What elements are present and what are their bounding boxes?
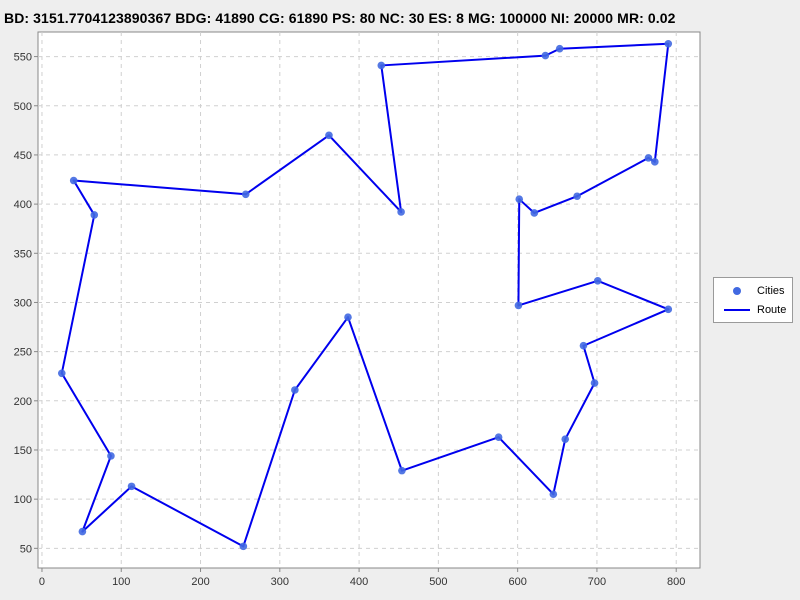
- city-point: [239, 542, 248, 551]
- axes: 0 100 200 300 400 500 600 700 800 50 100 150 200 250 3…: [14, 52, 686, 588]
- city-point: [377, 61, 386, 70]
- route-segment: [293, 316, 349, 391]
- city-point: [494, 433, 503, 441]
- y-tick-label: 550: [14, 52, 32, 64]
- legend-label-route: Route: [757, 304, 787, 316]
- legend-item-cities: Cities: [714, 282, 792, 300]
- cities-marker-icon: [722, 282, 752, 300]
- legend-item-route: Route: [714, 301, 792, 319]
- y-tick-label: 400: [14, 199, 32, 211]
- x-tick-label: 300: [271, 576, 289, 588]
- y-tick-label: 200: [14, 396, 32, 408]
- city-point: [664, 305, 673, 314]
- x-tick-label: 700: [588, 576, 606, 588]
- city-point: [344, 313, 352, 322]
- plot-area: [37, 31, 701, 569]
- city-point: [291, 386, 299, 394]
- city-point: [398, 466, 406, 475]
- city-point: [90, 211, 99, 219]
- route-segment: [327, 134, 403, 213]
- route-segment: [72, 179, 247, 196]
- route-segment: [653, 42, 670, 163]
- route-segment: [380, 64, 403, 213]
- city-point: [397, 208, 405, 216]
- y-tick-label: 100: [14, 494, 32, 506]
- city-point: [549, 490, 558, 499]
- route-segment: [242, 388, 296, 548]
- y-tick-label: 250: [14, 347, 32, 359]
- route-segment: [497, 436, 555, 496]
- route-segment: [582, 308, 670, 347]
- y-tick-label: 500: [14, 101, 32, 113]
- city-point: [514, 301, 523, 310]
- route-segment: [81, 454, 112, 533]
- x-tick-label: 200: [191, 576, 209, 588]
- route-segment: [564, 382, 596, 441]
- city-point: [593, 277, 602, 285]
- route-line-icon: [722, 301, 752, 319]
- city-point: [515, 195, 524, 203]
- route-segment: [130, 485, 245, 548]
- route-segment: [533, 195, 579, 214]
- x-tick-label: 600: [508, 576, 526, 588]
- route-segment: [60, 213, 96, 375]
- y-tick-label: 150: [14, 445, 32, 457]
- city-point: [555, 44, 564, 53]
- route-segment: [60, 372, 112, 457]
- city-point: [651, 158, 659, 166]
- route-segment: [582, 344, 596, 385]
- legend: Cities Route: [713, 277, 793, 323]
- x-tick-label: 0: [39, 576, 45, 588]
- route-segment: [558, 42, 670, 50]
- legend-label-cities: Cities: [757, 285, 785, 297]
- route-segment: [552, 438, 567, 496]
- x-tick-label: 100: [112, 576, 130, 588]
- grid-lines: [38, 32, 700, 568]
- city-point: [241, 190, 250, 199]
- city-point: [664, 40, 673, 48]
- route-segment: [244, 134, 330, 196]
- y-tick-label: 300: [14, 297, 32, 309]
- city-point: [561, 435, 570, 443]
- city-point: [644, 154, 653, 162]
- city-point: [69, 176, 78, 185]
- city-point: [579, 341, 588, 350]
- city-point: [107, 452, 115, 460]
- city-point: [57, 369, 66, 378]
- route-segment: [380, 54, 547, 67]
- x-tick-label: 500: [429, 576, 447, 588]
- chart-title: BD: 3151.7704123890367 BDG: 41890 CG: 61…: [4, 10, 676, 26]
- route-segment: [576, 156, 650, 198]
- route-segment: [517, 198, 521, 307]
- route-segment: [72, 179, 96, 216]
- y-tick-label: 50: [20, 543, 32, 555]
- city-point: [78, 527, 87, 536]
- route-segment: [346, 316, 403, 472]
- route-segment: [400, 436, 500, 472]
- city-point: [541, 51, 550, 60]
- route-segment: [81, 485, 133, 533]
- cities-series: [57, 40, 673, 551]
- city-point: [530, 209, 539, 217]
- y-tick-label: 450: [14, 150, 32, 162]
- city-point: [325, 131, 333, 140]
- route-segment: [596, 279, 670, 311]
- y-tick-label: 350: [14, 248, 32, 260]
- x-tick-label: 400: [350, 576, 368, 588]
- city-point: [573, 192, 581, 201]
- city-point: [127, 482, 136, 491]
- route-segment: [517, 279, 599, 307]
- route-series: [60, 42, 670, 548]
- x-tick-label: 800: [667, 576, 685, 588]
- city-point: [590, 379, 599, 387]
